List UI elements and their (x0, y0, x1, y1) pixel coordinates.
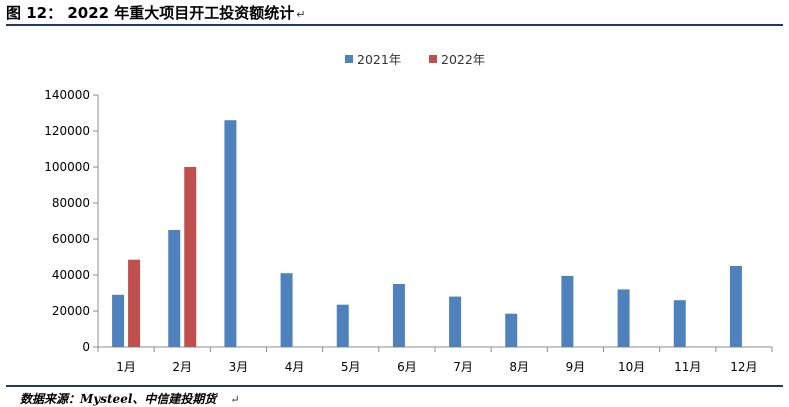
legend-label: 2022年 (441, 52, 485, 67)
y-tick-label: 40000 (52, 268, 90, 282)
paragraph-mark-icon: ↵ (296, 8, 306, 21)
x-tick-label: 10月 (618, 360, 645, 374)
bar-series-1 (112, 294, 125, 347)
figure-title-text: 图 12： 2022 年重大项目开工投资额统计 (6, 4, 295, 22)
legend-label: 2021年 (357, 52, 401, 67)
x-tick-label: 8月 (509, 360, 529, 374)
legend-swatch (345, 55, 353, 63)
bar-series-1 (168, 230, 181, 347)
bar-series-1 (336, 304, 349, 347)
bar-series-1 (449, 296, 462, 347)
source-note: 数据来源：Mysteel、中信建投期货 ↵ (20, 390, 240, 407)
figure-title: 图 12： 2022 年重大项目开工投资额统计 ↵ (6, 2, 306, 23)
x-tick-label: 4月 (285, 360, 305, 374)
bar-series-1 (224, 120, 237, 347)
y-tick-label: 60000 (52, 232, 90, 246)
bar-series-1 (392, 284, 405, 347)
y-tick-label: 120000 (44, 124, 90, 138)
source-text: 数据来源：Mysteel、中信建投期货 (20, 392, 217, 406)
legend-swatch (429, 55, 437, 63)
x-tick-label: 1月 (116, 360, 136, 374)
bar-series-1 (505, 313, 518, 347)
x-tick-label: 12月 (730, 360, 757, 374)
x-tick-label: 5月 (341, 360, 361, 374)
y-tick-label: 80000 (52, 196, 90, 210)
y-tick-label: 20000 (52, 304, 90, 318)
y-tick-label: 0 (82, 340, 90, 354)
bar-series-1 (280, 273, 293, 347)
bar-series-1 (729, 266, 742, 347)
bar-series-1 (561, 275, 574, 347)
y-tick-label: 140000 (44, 88, 90, 102)
paragraph-mark-icon: ↵ (230, 393, 240, 406)
bar-series-1 (617, 289, 630, 347)
bar-series-2 (184, 167, 197, 347)
top-rule (6, 24, 783, 26)
x-tick-label: 2月 (172, 360, 192, 374)
x-tick-label: 7月 (453, 360, 473, 374)
y-tick-label: 100000 (44, 160, 90, 174)
bar-series-2 (128, 259, 141, 347)
figure-title-row: 图 12： 2022 年重大项目开工投资额统计 ↵ (6, 0, 783, 22)
x-tick-label: 11月 (674, 360, 701, 374)
bar-series-1 (673, 300, 686, 347)
x-tick-label: 9月 (566, 360, 586, 374)
bottom-rule (6, 385, 783, 387)
x-tick-label: 6月 (397, 360, 417, 374)
x-tick-label: 3月 (229, 360, 249, 374)
